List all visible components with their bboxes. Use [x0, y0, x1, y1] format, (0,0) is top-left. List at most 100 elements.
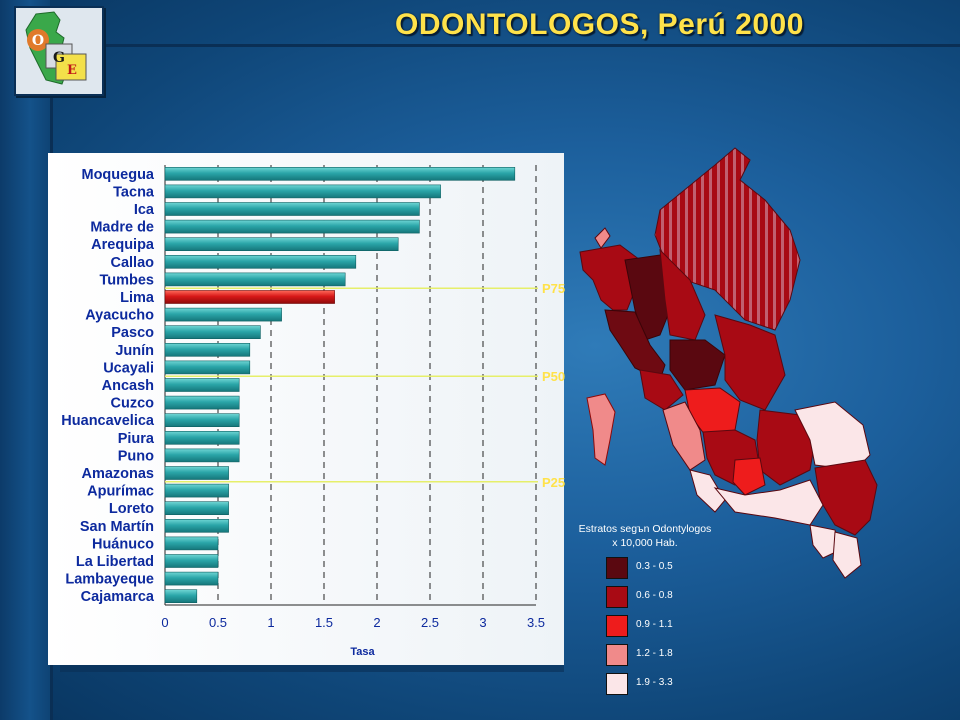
legend-swatch: [606, 673, 628, 695]
category-label: Lambayeque: [65, 572, 154, 588]
legend-swatch: [606, 586, 628, 608]
bar: [164, 167, 516, 181]
region-callao: [586, 393, 616, 466]
x-tick-label: 2: [373, 615, 380, 630]
legend-item: 1.9 - 3.3: [606, 673, 736, 695]
bar: [164, 255, 357, 269]
legend-title: Estratos segъn Odontylogos x 10,000 Hab.: [560, 522, 730, 550]
category-label: San Martín: [80, 519, 154, 535]
logo-graphic: O G E: [16, 8, 102, 94]
region-ica: [689, 469, 726, 513]
region-huanuco: [669, 339, 726, 391]
category-label: Apurímac: [87, 484, 154, 500]
percentile-label: P50: [542, 369, 565, 384]
x-tick-label: 1.5: [315, 615, 333, 630]
category-label: La Libertad: [76, 554, 154, 570]
category-label: Arequipa: [91, 237, 155, 253]
legend-label: 1.2 - 1.8: [636, 648, 673, 659]
bar: [164, 272, 346, 287]
percentile-label: P75: [542, 281, 565, 296]
bar: [164, 589, 198, 604]
logo-letter-e: E: [67, 63, 77, 78]
legend-item: 0.6 - 0.8: [606, 586, 736, 608]
bar: [164, 571, 219, 586]
bar: [164, 413, 240, 428]
peru-map-graphic: [579, 147, 878, 579]
legend-swatch: [606, 615, 628, 637]
legend-item: 1.2 - 1.8: [606, 644, 736, 666]
bar: [164, 536, 219, 551]
peru-map: [565, 140, 885, 590]
category-label: Puno: [118, 448, 154, 464]
bar: [164, 342, 251, 357]
x-tick-label: 0.5: [209, 615, 227, 630]
region-apurimac: [732, 457, 766, 496]
oge-logo: O G E: [14, 6, 104, 96]
category-label: Ica: [134, 202, 155, 218]
category-label: Cuzco: [111, 396, 155, 412]
legend-label: 1.9 - 3.3: [636, 677, 673, 688]
x-tick-label: 0: [161, 615, 168, 630]
bar: [164, 483, 229, 498]
chart-panel-shadow: [60, 665, 564, 672]
bar: [164, 501, 229, 516]
category-label: Junín: [115, 343, 154, 359]
bar: [164, 395, 240, 410]
legend-swatch: [606, 557, 628, 579]
percentile-label: P25: [542, 475, 565, 490]
legend-title-line-1: Estratos segъn Odontylogos: [578, 523, 712, 535]
category-label: Amazonas: [81, 466, 154, 482]
top-rule: [103, 44, 960, 47]
category-label: Huánuco: [92, 536, 154, 552]
bar: [164, 307, 282, 322]
bar: [164, 202, 420, 216]
category-label: Ancash: [102, 378, 154, 394]
x-tick-label: 3: [479, 615, 486, 630]
legend-item: 0.9 - 1.1: [606, 615, 736, 637]
category-label: Moquegua: [82, 167, 155, 183]
category-label: Lima: [120, 290, 155, 306]
category-label: Ucayali: [103, 360, 154, 376]
region-lima: [662, 401, 706, 471]
category-label: Pasco: [111, 325, 154, 341]
bar: [164, 518, 229, 533]
region-ancash: [639, 369, 684, 411]
bar: [164, 554, 219, 568]
x-axis-label: Tasa: [350, 646, 375, 658]
logo-letter-g: G: [53, 50, 65, 66]
logo-letter-o: O: [32, 33, 44, 49]
bar: [164, 219, 420, 234]
legend-swatch: [606, 644, 628, 666]
region-ucayali: [714, 314, 786, 411]
category-label: Ayacucho: [85, 308, 154, 324]
bar: [164, 466, 229, 480]
region-tacna: [832, 531, 862, 579]
region-arequipa: [713, 479, 824, 526]
region-puno: [814, 459, 878, 536]
bar: [164, 448, 240, 463]
bar: [164, 378, 240, 392]
bar: [164, 184, 441, 199]
x-tick-label: 2.5: [421, 615, 439, 630]
bar: [164, 237, 399, 251]
category-label: Huancavelica: [61, 413, 155, 429]
x-tick-label: 3.5: [527, 615, 545, 630]
region-tumbes: [594, 227, 611, 249]
x-tick-label: 1: [267, 615, 274, 630]
bar: [164, 325, 261, 340]
region-moquegua: [809, 524, 841, 559]
legend-item: 0.3 - 0.5: [606, 557, 736, 579]
category-label: Cajamarca: [81, 589, 155, 605]
category-label: Loreto: [109, 501, 154, 517]
category-label: Callao: [110, 255, 154, 271]
bar: [164, 360, 251, 375]
side-bar: [0, 0, 50, 720]
legend-label: 0.9 - 1.1: [636, 619, 673, 630]
category-label: Madre de: [90, 220, 154, 236]
legend-label: 0.6 - 0.8: [636, 590, 673, 601]
bar: [164, 430, 240, 445]
category-label: Tacna: [113, 184, 155, 200]
legend-title-line-2: x 10,000 Hab.: [612, 537, 678, 549]
bar: [164, 290, 335, 304]
